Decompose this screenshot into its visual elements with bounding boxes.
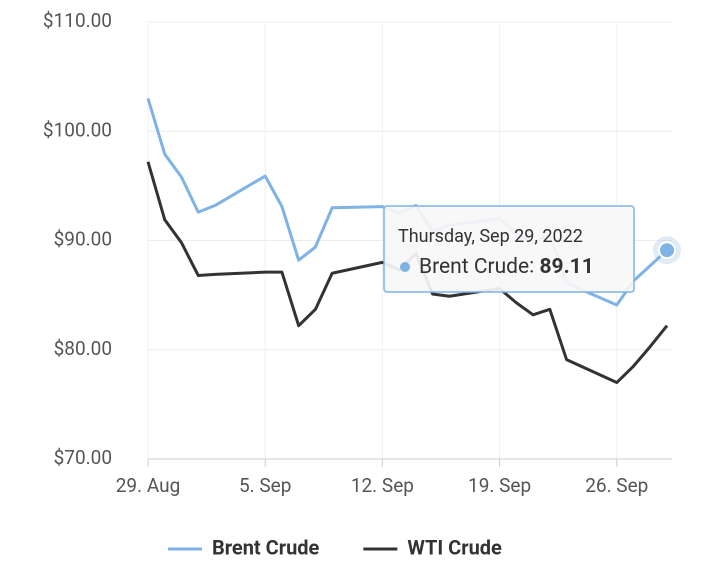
- tooltip-value: 89.11: [539, 255, 593, 279]
- x-tick-label: 12. Sep: [351, 474, 414, 497]
- legend-label[interactable]: Brent Crude: [212, 535, 320, 559]
- x-tick-label: 26. Sep: [585, 474, 648, 497]
- y-tick-label: $100.00: [43, 118, 112, 141]
- tooltip-text: Brent Crude: 89.11: [419, 255, 594, 279]
- x-tick-label: 29. Aug: [116, 474, 181, 497]
- x-tick-label: 5. Sep: [239, 474, 291, 497]
- tooltip-box: [383, 205, 635, 293]
- tooltip-series: Brent Crude: [419, 255, 529, 279]
- y-tick-label: $80.00: [54, 337, 112, 360]
- y-tick-label: $110.00: [43, 9, 112, 32]
- tooltip: Thursday, Sep 29, 2022 Brent Crude: 89.11: [383, 205, 635, 293]
- legend-label[interactable]: WTI Crude: [407, 535, 502, 559]
- y-tick-label: $70.00: [54, 446, 112, 469]
- x-tick-label: 19. Sep: [468, 474, 531, 497]
- tooltip-header: Thursday, Sep 29, 2022: [398, 226, 583, 247]
- hover-point: [658, 241, 676, 260]
- tooltip-marker: [400, 262, 410, 272]
- y-tick-label: $90.00: [54, 228, 112, 251]
